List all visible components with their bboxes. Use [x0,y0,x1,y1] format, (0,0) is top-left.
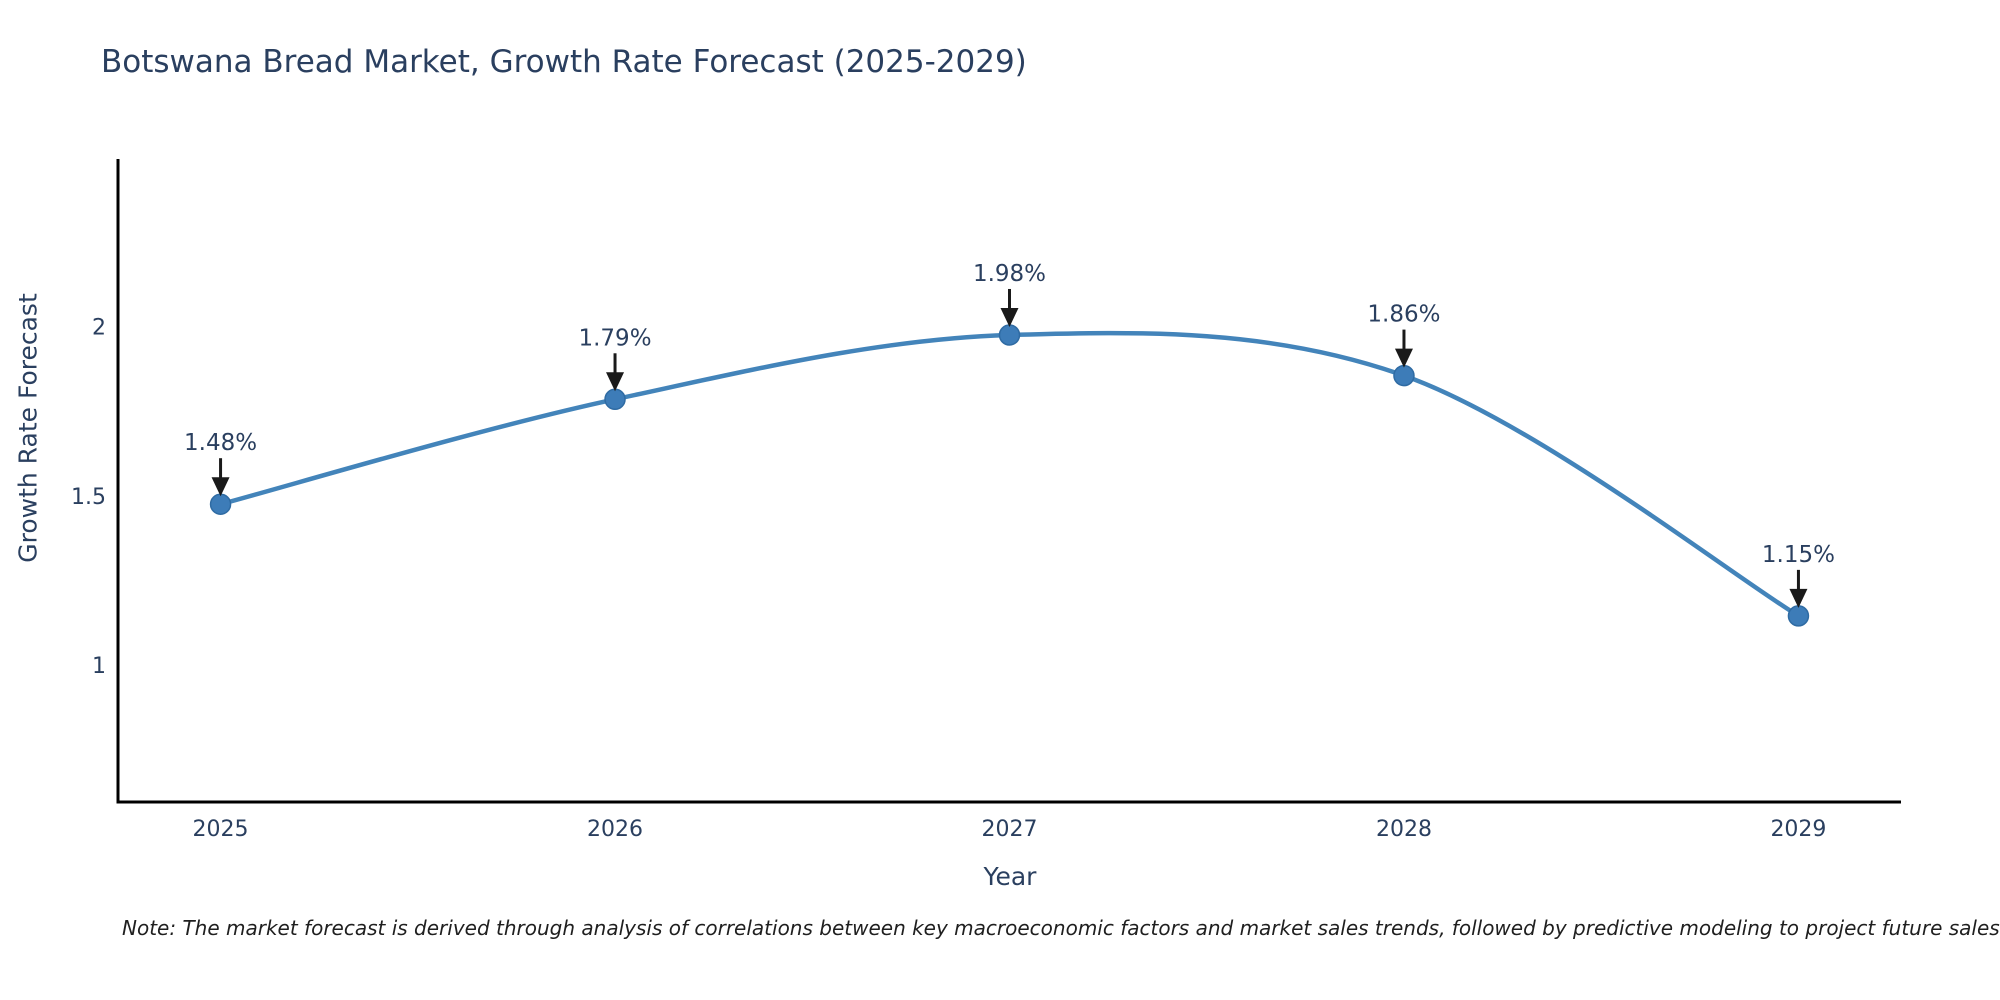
data-point [209,493,232,515]
x-tick-label: 2026 [587,817,643,842]
data-point [998,324,1021,346]
annotation-arrowhead [1394,348,1413,368]
footnote: Note: The market forecast is derived thr… [122,916,2000,940]
annotation-arrowhead [606,372,625,392]
axis-lines [116,159,1901,804]
annotation-arrowhead [211,477,230,497]
x-tick-label: 2025 [193,817,249,842]
y-tick-label: 1 [92,654,106,679]
y-tick-label: 2 [92,316,106,341]
data-point [604,388,626,411]
data-point [1393,364,1415,387]
x-tick-label: 2028 [1376,817,1432,842]
point-annotation: 1.79% [578,325,651,351]
x-tick-label: 2027 [982,817,1038,842]
annotation-arrowhead [1000,307,1019,327]
point-annotation: 1.86% [1367,302,1440,328]
data-point [1787,605,1810,627]
point-annotation: 1.15% [1762,542,1835,568]
x-tick-label: 2029 [1770,817,1826,842]
x-axis-title: Year [983,862,1037,891]
point-annotation: 1.98% [973,261,1046,287]
point-annotation: 1.48% [184,430,257,456]
chart-title: Botswana Bread Market, Growth Rate Forec… [101,44,1027,80]
forecast-line [218,330,1801,619]
y-tick-label: 1.5 [71,485,106,510]
annotation-arrowhead [1789,588,1808,608]
